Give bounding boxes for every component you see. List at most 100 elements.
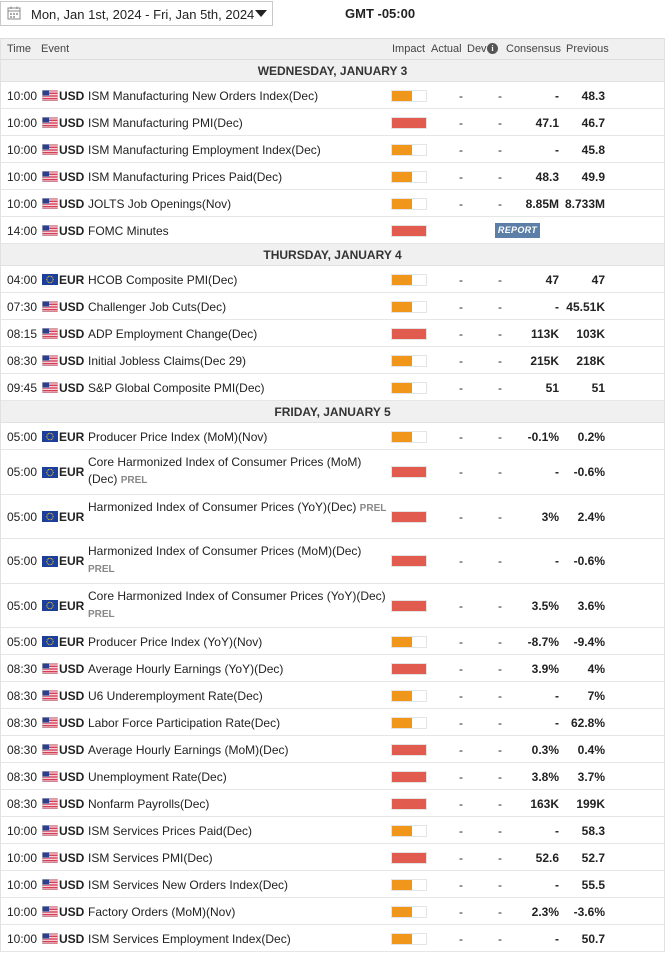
- event-name[interactable]: ISM Manufacturing Prices Paid(Dec): [88, 169, 388, 186]
- event-consensus: -: [555, 931, 559, 946]
- impact-fill: [392, 771, 426, 782]
- event-name[interactable]: Core Harmonized Index of Consumer Prices…: [88, 454, 388, 489]
- event-name[interactable]: Average Hourly Earnings (YoY)(Dec): [88, 661, 388, 678]
- us-flag-icon: [42, 198, 58, 209]
- event-row[interactable]: 05:00 EUR Core Harmonized Index of Consume…: [1, 450, 664, 495]
- event-name-text: Average Hourly Earnings (YoY)(Dec): [88, 661, 284, 676]
- event-row[interactable]: 08:30 USD Labor Force Participation Rate(D…: [1, 709, 664, 736]
- event-row[interactable]: 05:00 EUR Producer Price Index (YoY)(Nov) -…: [1, 628, 664, 655]
- impact-bar: [391, 743, 427, 756]
- event-row[interactable]: 10:00 USD ISM Services Prices Paid(Dec) - - -…: [1, 817, 664, 844]
- event-name-text: ADP Employment Change(Dec): [88, 326, 258, 341]
- event-name[interactable]: U6 Underemployment Rate(Dec): [88, 688, 388, 705]
- event-row[interactable]: 10:00 USD ISM Manufacturing New Orders Ind…: [1, 82, 664, 109]
- event-row[interactable]: 09:45 USD S&P Global Composite PMI(Dec) - - 5…: [1, 374, 664, 401]
- event-time: 04:00: [7, 272, 38, 287]
- impact-fill: [392, 600, 426, 611]
- event-row[interactable]: 08:30 USD Average Hourly Earnings (MoM)(De…: [1, 736, 664, 763]
- info-icon[interactable]: i: [487, 43, 498, 54]
- event-name-text: FOMC Minutes: [88, 223, 169, 238]
- event-name[interactable]: Unemployment Rate(Dec): [88, 769, 388, 786]
- event-name[interactable]: Factory Orders (MoM)(Nov): [88, 904, 388, 921]
- event-time: 05:00: [7, 465, 38, 480]
- event-row[interactable]: 08:30 USD U6 Underemployment Rate(Dec) - - - 7…: [1, 682, 664, 709]
- event-currency: USD: [59, 742, 85, 757]
- event-time: 10:00: [7, 115, 38, 130]
- impact-bar: [391, 466, 427, 479]
- us-flag-icon-graphic: [42, 906, 58, 917]
- event-row[interactable]: 10:00 USD Factory Orders (MoM)(Nov) - - 2.3% -…: [1, 898, 664, 925]
- event-row[interactable]: 05:00 EUR Harmonized Index of Consumer Pri…: [1, 494, 664, 539]
- event-consensus: 2.3%: [531, 904, 559, 919]
- impact-fill: [392, 825, 412, 836]
- event-name[interactable]: JOLTS Job Openings(Nov): [88, 196, 388, 213]
- event-row[interactable]: 10:00 USD ISM Services New Orders Index(De…: [1, 871, 664, 898]
- table-body: WEDNESDAY, JANUARY 3 10:00 USD ISM Manufact…: [1, 60, 664, 952]
- prel-badge: PREL: [88, 608, 115, 620]
- event-row[interactable]: 10:00 USD JOLTS Job Openings(Nov) - - 8.85M 8.…: [1, 190, 664, 217]
- event-row[interactable]: 05:00 EUR Harmonized Index of Consumer Pri…: [1, 539, 664, 584]
- event-name[interactable]: ISM Manufacturing New Orders Index(Dec): [88, 88, 388, 105]
- us-flag-icon-graphic: [42, 798, 58, 809]
- event-row[interactable]: 07:30 USD Challenger Job Cuts(Dec) - - -45.51…: [1, 293, 664, 320]
- event-row[interactable]: 10:00 USD ISM Services PMI(Dec) - - 52.6 52.7: [1, 844, 664, 871]
- event-name[interactable]: ISM Services PMI(Dec): [88, 850, 388, 867]
- event-consensus: -: [555, 299, 559, 314]
- event-row[interactable]: 08:30 USD Nonfarm Payrolls(Dec) - - 163K 199K: [1, 790, 664, 817]
- event-name[interactable]: ISM Services Employment Index(Dec): [88, 931, 388, 948]
- event-name[interactable]: Challenger Job Cuts(Dec): [88, 299, 388, 316]
- event-currency: EUR: [59, 509, 85, 524]
- event-name[interactable]: ISM Manufacturing Employment Index(Dec): [88, 142, 388, 159]
- event-time: 08:30: [7, 742, 38, 757]
- eu-flag-icon: [42, 511, 58, 523]
- report-button[interactable]: REPORT: [495, 223, 540, 238]
- event-name[interactable]: Core Harmonized Index of Consumer Prices…: [88, 588, 388, 623]
- event-name[interactable]: Initial Jobless Claims(Dec 29): [88, 353, 388, 370]
- impact-bar: [391, 510, 427, 523]
- event-row[interactable]: 08:30 USD Unemployment Rate(Dec) - - 3.8% 3.7%: [1, 763, 664, 790]
- event-previous: 3.6%: [577, 598, 605, 613]
- event-name[interactable]: Nonfarm Payrolls(Dec): [88, 796, 388, 813]
- event-row[interactable]: 10:00 USD ISM Manufacturing Prices Paid(De…: [1, 163, 664, 190]
- event-name[interactable]: FOMC Minutes: [88, 223, 388, 240]
- impact-bar: [391, 770, 427, 783]
- event-dev: -: [498, 877, 502, 892]
- event-row[interactable]: 05:00 EUR Core Harmonized Index of Consume…: [1, 583, 664, 628]
- event-name[interactable]: ADP Employment Change(Dec): [88, 326, 388, 343]
- event-row[interactable]: 10:00 USD ISM Manufacturing PMI(Dec) - - 47.1…: [1, 109, 664, 136]
- event-currency: USD: [59, 715, 85, 730]
- event-name[interactable]: ISM Services New Orders Index(Dec): [88, 877, 388, 894]
- us-flag-icon: [42, 144, 58, 155]
- event-name[interactable]: Producer Price Index (MoM)(Nov): [88, 429, 388, 446]
- event-row[interactable]: 05:00 EUR Producer Price Index (MoM)(Nov) -…: [1, 423, 664, 450]
- event-row[interactable]: 08:30 USD Average Hourly Earnings (YoY)(De…: [1, 655, 664, 682]
- event-name[interactable]: ISM Manufacturing PMI(Dec): [88, 115, 388, 132]
- event-row[interactable]: 08:30 USD Initial Jobless Claims(Dec 29) - -…: [1, 347, 664, 374]
- event-row[interactable]: 14:00 USD FOMC Minutes REPORT: [1, 217, 664, 244]
- event-currency: USD: [59, 796, 85, 811]
- event-consensus: 8.85M: [525, 196, 559, 211]
- event-name[interactable]: S&P Global Composite PMI(Dec): [88, 380, 388, 397]
- event-row[interactable]: 10:00 USD ISM Services Employment Index(De…: [1, 925, 664, 952]
- event-name[interactable]: HCOB Composite PMI(Dec): [88, 272, 388, 289]
- event-name[interactable]: Labor Force Participation Rate(Dec): [88, 715, 388, 732]
- us-flag-icon: [42, 798, 58, 809]
- event-name[interactable]: Producer Price Index (YoY)(Nov): [88, 634, 388, 651]
- event-row[interactable]: 08:15 USD ADP Employment Change(Dec) - - 113K…: [1, 320, 664, 347]
- event-row[interactable]: 04:00 EUR HCOB Composite PMI(Dec) - - 47 47: [1, 266, 664, 293]
- event-currency: USD: [59, 142, 85, 157]
- event-currency: USD: [59, 688, 85, 703]
- event-previous: 103K: [576, 326, 605, 341]
- prel-badge: PREL: [88, 564, 115, 575]
- event-row[interactable]: 10:00 USD ISM Manufacturing Employment Ind…: [1, 136, 664, 163]
- event-name[interactable]: Harmonized Index of Consumer Prices (MoM…: [88, 543, 388, 578]
- event-previous: 0.4%: [577, 742, 605, 757]
- impact-bar: [391, 273, 427, 286]
- event-time: 10:00: [7, 904, 38, 919]
- event-name[interactable]: ISM Services Prices Paid(Dec): [88, 823, 388, 840]
- event-name[interactable]: Harmonized Index of Consumer Prices (YoY…: [88, 499, 388, 517]
- date-range-picker[interactable]: Mon, Jan 1st, 2024 - Fri, Jan 5th, 2024: [0, 1, 273, 26]
- eu-flag-icon-graphic: [42, 274, 58, 285]
- event-name[interactable]: Average Hourly Earnings (MoM)(Dec): [88, 742, 388, 759]
- impact-fill: [392, 382, 412, 393]
